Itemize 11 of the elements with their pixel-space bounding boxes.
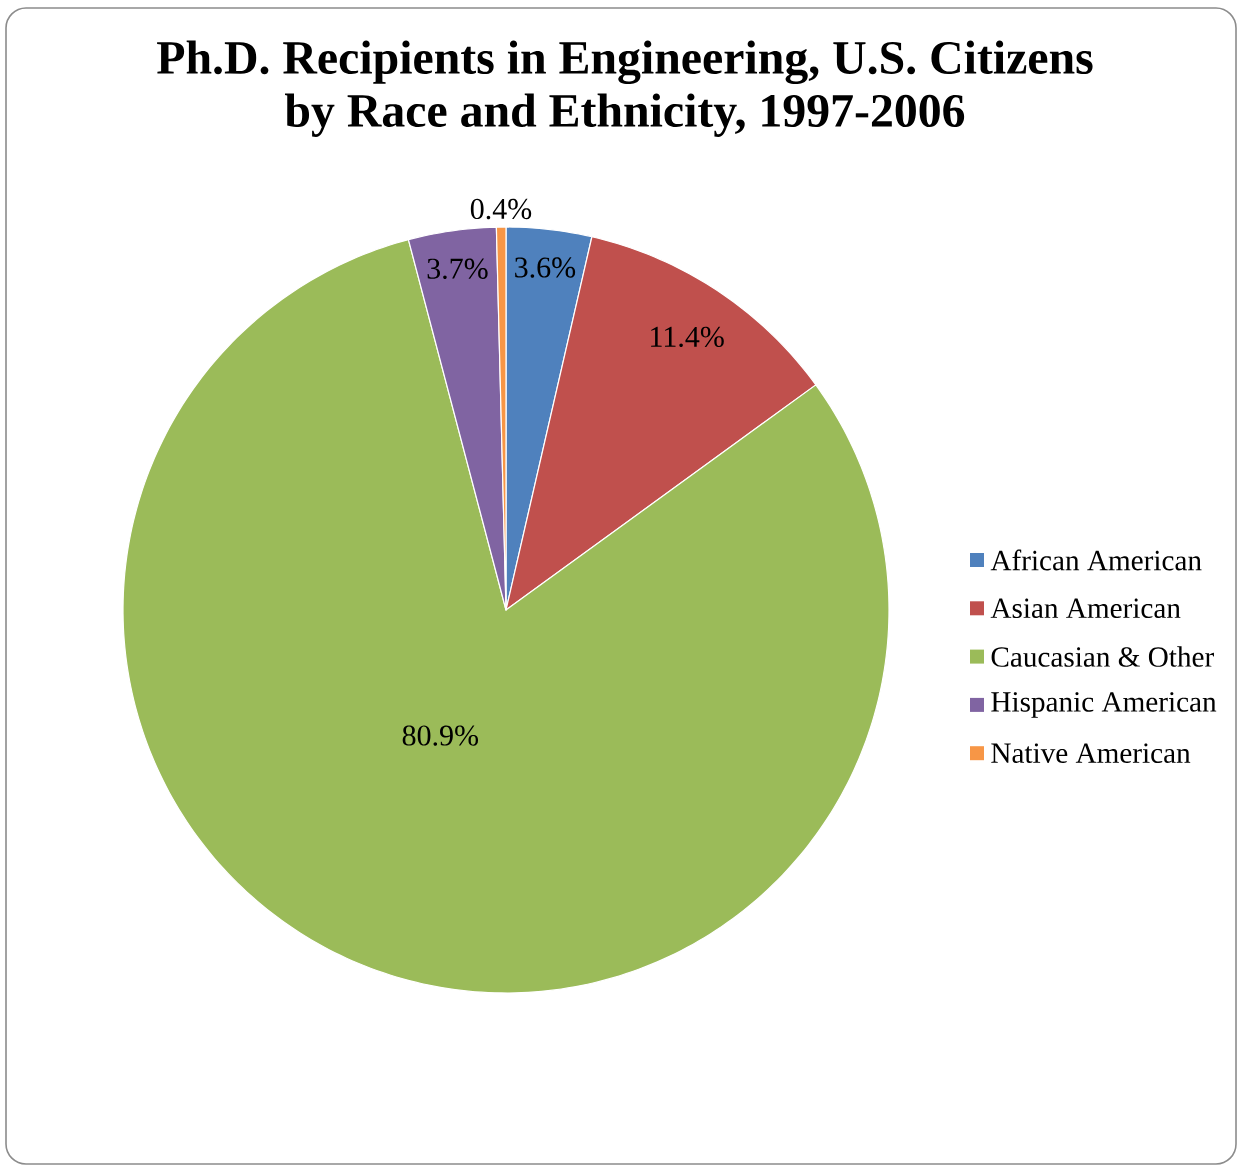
data-label: 80.9% <box>402 725 479 746</box>
chart-title: Ph.D. Recipients in Engineering, U.S. Citizens by Race and Ethnicity, 1997-2006 <box>157 40 1093 137</box>
data-label: 3.7% <box>427 258 488 279</box>
data-label: 0.4% <box>470 198 532 220</box>
legend-label: Asian American <box>990 598 1181 619</box>
legend-label: Native American <box>991 743 1191 764</box>
legend-label: African American <box>990 549 1202 571</box>
data-label: 3.6% <box>515 257 576 278</box>
data-label: 11.4% <box>651 326 724 348</box>
legend-label: Hispanic American <box>991 692 1217 718</box>
legend-label: Caucasian & Other <box>991 646 1214 667</box>
